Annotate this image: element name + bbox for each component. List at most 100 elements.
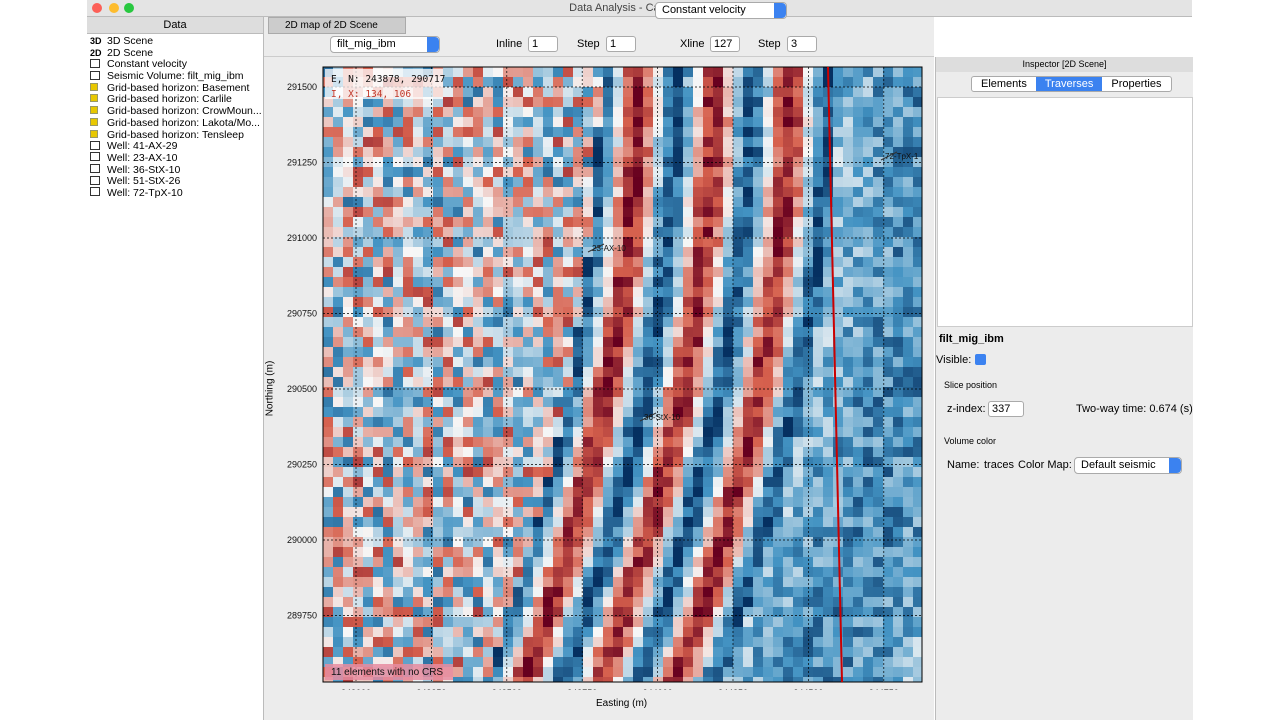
heatmap-cell: [373, 337, 383, 347]
heatmap-cell: [503, 657, 513, 667]
heatmap-cell: [373, 97, 383, 107]
heatmap-cell: [403, 457, 413, 467]
heatmap-cell: [803, 287, 813, 297]
heatmap-cell: [873, 127, 883, 137]
heatmap-cell: [403, 597, 413, 607]
inspector-tab[interactable]: Properties: [1111, 78, 1162, 90]
heatmap-cell: [473, 587, 483, 597]
heatmap-cell: [463, 97, 473, 107]
heatmap-cell: [643, 437, 653, 447]
heatmap-cell: [403, 257, 413, 267]
heatmap-cell: [723, 557, 733, 567]
heatmap-cell: [803, 517, 813, 527]
heatmap-cell: [483, 407, 493, 417]
cmap-select[interactable]: Default seismic: [1074, 457, 1182, 474]
heatmap-cell: [773, 597, 783, 607]
heatmap-cell: [343, 157, 353, 167]
heatmap-cell: [713, 137, 723, 147]
zoom[interactable]: [124, 3, 134, 13]
heatmap-cell: [913, 317, 922, 327]
heatmap-cell: [873, 107, 883, 117]
heatmap-cell: [443, 647, 453, 657]
heatmap-cell: [533, 607, 543, 617]
heatmap-cell: [693, 527, 703, 537]
heatmap-cell: [733, 267, 743, 277]
heatmap-cell: [663, 527, 673, 537]
heatmap-cell: [643, 597, 653, 607]
visible-label: Visible:: [936, 354, 972, 366]
volume-select[interactable]: filt_mig_ibm: [330, 36, 440, 53]
velocity-select[interactable]: Constant velocity: [655, 2, 787, 19]
minimize[interactable]: [109, 3, 119, 13]
heatmap-cell: [573, 457, 583, 467]
heatmap-cell: [423, 387, 433, 397]
heatmap-cell: [493, 107, 503, 117]
heatmap-cell: [563, 627, 573, 637]
heatmap-cell: [623, 607, 633, 617]
heatmap-cell: [783, 387, 793, 397]
heatmap-cell: [783, 357, 793, 367]
heatmap-cell: [473, 657, 483, 667]
heatmap-cell: [483, 457, 493, 467]
heatmap-cell: [823, 517, 833, 527]
heatmap-cell: [493, 507, 503, 517]
heatmap-cell: [873, 447, 883, 457]
heatmap-cell: [833, 577, 843, 587]
xline-input[interactable]: 127: [710, 36, 740, 52]
heatmap-cell: [743, 307, 753, 317]
heatmap-cell: [713, 657, 723, 667]
heatmap-cell: [453, 657, 463, 667]
heatmap-cell: [573, 597, 583, 607]
heatmap-cell: [543, 667, 553, 677]
inspector-tab[interactable]: Elements: [981, 78, 1027, 90]
heatmap-cell: [343, 267, 353, 277]
heatmap-cell: [453, 587, 463, 597]
heatmap-cell: [423, 357, 433, 367]
heatmap-cell: [703, 407, 713, 417]
heatmap-cell: [663, 427, 673, 437]
heatmap-cell: [713, 497, 723, 507]
inspector-tab[interactable]: Traverses: [1035, 77, 1103, 91]
heatmap-cell: [893, 207, 903, 217]
heatmap-cell: [483, 227, 493, 237]
heatmap-cell: [543, 637, 553, 647]
heatmap-cell: [913, 227, 922, 237]
heatmap-cell: [863, 367, 873, 377]
heatmap-cell: [753, 327, 763, 337]
y-tick-label: 291250: [287, 158, 317, 168]
heatmap-cell: [703, 107, 713, 117]
heatmap-cell: [773, 337, 783, 347]
heatmap-cell: [553, 167, 563, 177]
heatmap-cell: [783, 157, 793, 167]
visible-checkbox[interactable]: [975, 354, 986, 365]
heatmap-cell: [443, 347, 453, 357]
heatmap-cell: [343, 497, 353, 507]
xline-step-input[interactable]: 3: [787, 36, 817, 52]
heatmap-cell: [633, 607, 643, 617]
heatmap-cell: [533, 587, 543, 597]
heatmap-cell: [523, 607, 533, 617]
heatmap-cell: [703, 417, 713, 427]
heatmap-cell: [853, 537, 863, 547]
heatmap-cell: [353, 307, 363, 317]
close[interactable]: [92, 3, 102, 13]
heatmap-cell: [563, 437, 573, 447]
inline-step-input[interactable]: 1: [606, 36, 636, 52]
heatmap-cell: [383, 127, 393, 137]
heatmap-cell: [763, 657, 773, 667]
tab[interactable]: 2D map of 2D Scene: [268, 17, 406, 34]
heatmap-cell: [833, 647, 843, 657]
heatmap-cell: [673, 527, 683, 537]
heatmap-cell: [453, 527, 463, 537]
heatmap-cell: [513, 317, 523, 327]
heatmap-cell: [813, 677, 823, 682]
heatmap-cell: [353, 187, 363, 197]
heatmap-cell: [483, 197, 493, 207]
inline-input[interactable]: 1: [528, 36, 558, 52]
heatmap-cell: [633, 77, 643, 87]
heatmap-cell: [373, 227, 383, 237]
zindex-input[interactable]: 337: [988, 401, 1024, 417]
heatmap-cell: [893, 287, 903, 297]
heatmap-cell: [333, 127, 343, 137]
